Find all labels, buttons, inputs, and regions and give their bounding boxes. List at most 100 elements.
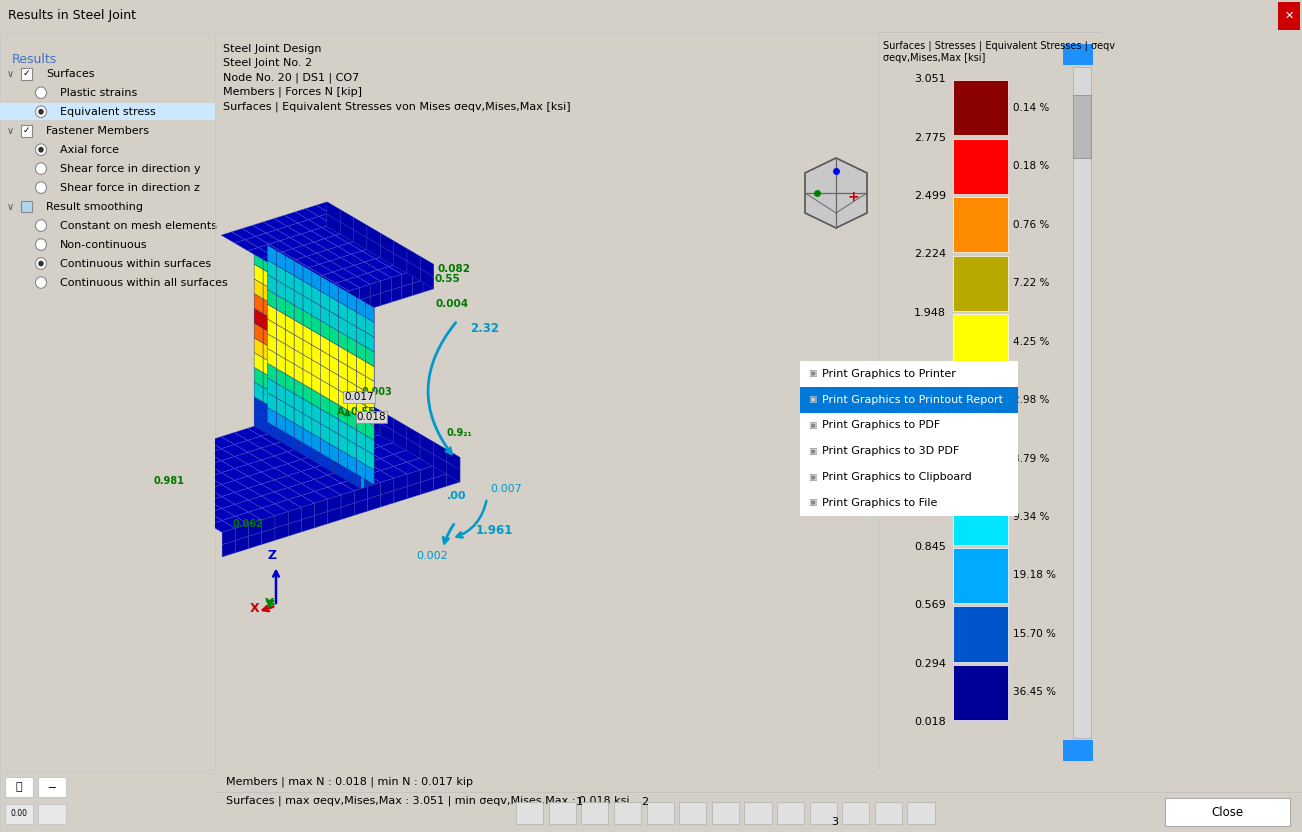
Polygon shape: [262, 468, 288, 480]
Polygon shape: [361, 414, 365, 429]
Polygon shape: [434, 474, 447, 490]
Polygon shape: [371, 322, 374, 338]
Polygon shape: [344, 265, 367, 276]
Text: Print Graphics to PDF: Print Graphics to PDF: [822, 420, 940, 430]
Polygon shape: [408, 446, 434, 458]
Polygon shape: [234, 440, 260, 453]
Polygon shape: [155, 489, 182, 501]
Polygon shape: [354, 438, 380, 451]
Polygon shape: [273, 416, 301, 428]
Polygon shape: [234, 488, 262, 500]
Polygon shape: [129, 462, 155, 473]
Bar: [799, 464, 1018, 490]
Polygon shape: [357, 312, 365, 332]
Polygon shape: [267, 260, 276, 280]
Polygon shape: [413, 280, 423, 295]
Polygon shape: [365, 369, 367, 384]
Polygon shape: [349, 288, 359, 303]
Polygon shape: [408, 249, 421, 269]
Text: ▣: ▣: [809, 369, 816, 379]
Polygon shape: [255, 233, 280, 244]
Polygon shape: [247, 460, 275, 472]
Polygon shape: [365, 339, 367, 355]
Polygon shape: [328, 508, 341, 523]
Polygon shape: [303, 280, 312, 300]
Polygon shape: [371, 308, 374, 324]
Polygon shape: [327, 399, 353, 411]
Circle shape: [35, 144, 47, 156]
Bar: [777, 802, 805, 824]
Polygon shape: [306, 253, 331, 265]
Polygon shape: [155, 465, 182, 478]
Polygon shape: [281, 310, 290, 329]
Polygon shape: [260, 432, 288, 444]
Polygon shape: [301, 408, 327, 419]
Polygon shape: [352, 365, 361, 385]
Polygon shape: [380, 233, 393, 253]
Polygon shape: [294, 423, 303, 443]
Polygon shape: [195, 465, 221, 477]
Polygon shape: [276, 383, 285, 403]
Polygon shape: [276, 369, 285, 389]
Polygon shape: [285, 374, 294, 394]
Polygon shape: [316, 202, 340, 213]
Polygon shape: [354, 474, 380, 487]
Polygon shape: [357, 459, 365, 479]
Polygon shape: [267, 363, 276, 383]
Polygon shape: [301, 432, 327, 443]
Text: 36.45 %: 36.45 %: [1013, 687, 1056, 697]
Polygon shape: [339, 390, 348, 410]
Polygon shape: [380, 478, 395, 495]
Polygon shape: [315, 487, 341, 499]
Bar: [799, 413, 1018, 438]
Polygon shape: [371, 455, 374, 471]
Text: 1.961: 1.961: [475, 523, 513, 537]
Polygon shape: [294, 260, 303, 280]
Polygon shape: [367, 470, 395, 483]
Circle shape: [35, 87, 47, 98]
Circle shape: [35, 163, 47, 175]
Polygon shape: [408, 458, 434, 470]
Polygon shape: [276, 250, 285, 270]
Polygon shape: [329, 311, 339, 331]
Text: ▣: ▣: [809, 421, 816, 430]
Polygon shape: [354, 217, 367, 238]
Polygon shape: [288, 459, 314, 472]
Polygon shape: [276, 265, 285, 285]
Polygon shape: [296, 209, 319, 220]
Polygon shape: [365, 443, 367, 458]
Polygon shape: [208, 520, 236, 532]
Polygon shape: [361, 340, 365, 356]
Polygon shape: [311, 227, 335, 239]
Polygon shape: [365, 259, 388, 270]
Polygon shape: [395, 487, 408, 503]
Polygon shape: [303, 310, 312, 330]
Polygon shape: [344, 404, 352, 424]
Polygon shape: [298, 305, 307, 324]
Polygon shape: [267, 275, 276, 295]
Polygon shape: [307, 414, 316, 433]
Polygon shape: [406, 438, 421, 458]
Polygon shape: [326, 364, 335, 384]
Bar: [953, 139, 1008, 194]
Polygon shape: [421, 442, 447, 453]
Polygon shape: [288, 436, 314, 448]
Polygon shape: [344, 463, 352, 483]
Polygon shape: [223, 528, 236, 545]
Polygon shape: [352, 251, 375, 262]
Polygon shape: [290, 329, 298, 349]
Polygon shape: [380, 430, 406, 443]
Bar: [548, 802, 575, 824]
Bar: [745, 802, 772, 824]
Polygon shape: [371, 470, 374, 486]
Polygon shape: [195, 453, 221, 465]
Text: Members | Forces N [kip]: Members | Forces N [kip]: [223, 87, 362, 97]
Polygon shape: [285, 314, 294, 334]
Polygon shape: [375, 255, 400, 266]
Text: ▣: ▣: [809, 395, 816, 404]
Polygon shape: [181, 445, 208, 457]
Polygon shape: [359, 236, 383, 248]
Polygon shape: [272, 275, 281, 295]
Polygon shape: [307, 428, 316, 448]
Polygon shape: [367, 415, 380, 435]
